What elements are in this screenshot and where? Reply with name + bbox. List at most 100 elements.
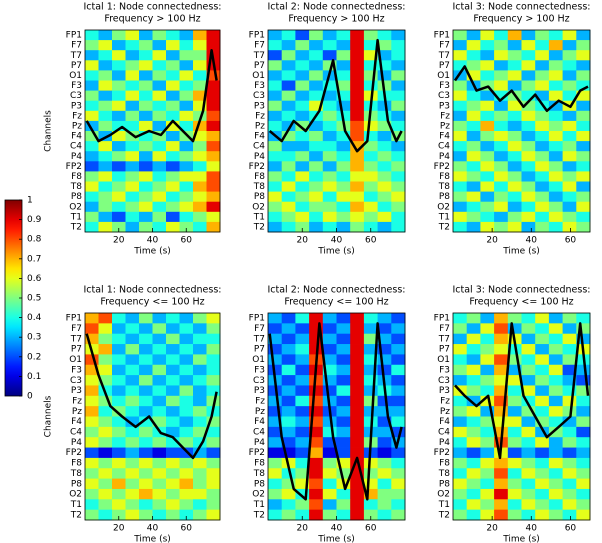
y-tick-label: F3	[439, 81, 450, 91]
heat-cell	[268, 120, 283, 132]
heat-cell	[521, 70, 536, 81]
heat-cell	[295, 344, 310, 355]
heat-cell	[309, 426, 324, 438]
heat-cell	[336, 385, 351, 397]
heat-cell	[548, 181, 563, 192]
heat-cell	[166, 70, 180, 81]
y-tick-label: P3	[254, 386, 265, 396]
heat-cell	[152, 100, 167, 112]
heat-cell	[139, 80, 153, 91]
heat-cell	[281, 447, 296, 459]
heat-cell	[309, 323, 324, 335]
heat-cell	[350, 201, 365, 213]
overlay-line	[453, 65, 589, 113]
heat-cell	[295, 354, 310, 366]
heat-cell	[548, 313, 563, 324]
heat-cell	[193, 40, 207, 51]
heat-cell	[295, 426, 310, 438]
heat-cell	[98, 100, 113, 112]
heat-cell	[206, 141, 221, 152]
heat-cell	[98, 468, 113, 479]
heat-cell	[125, 406, 140, 417]
heat-cell	[350, 40, 365, 51]
heat-cell	[480, 40, 495, 51]
y-tick-label: P7	[254, 345, 265, 355]
heat-cell	[350, 406, 365, 417]
heat-cell	[363, 354, 378, 366]
heat-cell	[466, 354, 481, 366]
heat-cell	[350, 509, 365, 521]
heat-cell	[125, 120, 140, 132]
heat-cell	[295, 131, 310, 142]
heat-cell	[507, 60, 522, 71]
heat-cell	[206, 70, 221, 81]
heat-cell	[562, 375, 577, 386]
heat-cell	[350, 141, 365, 152]
heat-cell	[98, 395, 113, 407]
heat-cell	[336, 90, 351, 102]
heat-cell	[377, 100, 392, 112]
heat-cell	[562, 488, 577, 500]
heat-cell	[193, 120, 207, 132]
heat-cell	[85, 151, 99, 162]
heat-cell	[281, 488, 296, 500]
heat-cell	[268, 181, 283, 192]
heat-cell	[535, 313, 550, 324]
heat-cell	[193, 468, 207, 479]
heat-cell	[391, 191, 406, 203]
heat-cell	[98, 333, 113, 345]
heat-cell	[152, 211, 167, 223]
heat-cell	[206, 509, 221, 521]
heat-cell	[85, 40, 99, 51]
heat-cell	[453, 100, 468, 112]
heat-cell	[85, 70, 99, 81]
heat-cell	[179, 457, 194, 469]
heat-cell	[295, 60, 310, 71]
y-tick-label: F4	[254, 417, 265, 427]
y-tick-label: O1	[69, 355, 82, 365]
heat-cell	[193, 211, 207, 223]
heat-cell	[363, 191, 378, 203]
heat-cell	[377, 201, 392, 213]
heat-cell	[453, 478, 468, 490]
y-tick-label: P7	[254, 61, 265, 71]
heat-cell	[521, 437, 536, 448]
heat-cell	[206, 416, 221, 428]
heat-cell	[535, 344, 550, 355]
heat-cell	[166, 478, 180, 490]
heat-cell	[480, 333, 495, 345]
y-tick-label: T7	[438, 334, 450, 344]
heat-cell	[281, 354, 296, 366]
heat-cell	[453, 457, 468, 469]
heat-cell	[193, 375, 207, 386]
heat-cell	[281, 211, 296, 223]
heat-cell	[548, 50, 563, 61]
heat-cell	[363, 161, 378, 172]
heat-cell	[139, 488, 153, 500]
y-tick-label: Fz	[72, 396, 82, 406]
heat-cell	[377, 221, 392, 233]
heat-cell	[521, 457, 536, 469]
x-tick-label: 40	[331, 524, 343, 534]
heat-cell	[480, 120, 495, 132]
heat-cell	[322, 50, 337, 61]
heat-cell	[480, 478, 495, 490]
y-tick-label: FP2	[249, 162, 265, 172]
heat-cell	[322, 385, 337, 397]
heat-cell	[281, 509, 296, 521]
heat-cell	[281, 426, 296, 438]
heat-cell	[193, 30, 207, 41]
heat-cell	[363, 50, 378, 61]
heat-cell	[548, 364, 563, 376]
heat-cell	[494, 323, 509, 335]
heat-cell	[85, 437, 99, 448]
heat-cell	[350, 488, 365, 500]
heat-cell	[268, 478, 283, 490]
heat-cell	[206, 131, 221, 142]
heat-cell	[363, 30, 378, 41]
heat-cell	[322, 131, 337, 142]
heat-cell	[466, 171, 481, 182]
heat-cell	[166, 437, 180, 448]
heat-cell	[535, 416, 550, 428]
heat-cell	[309, 221, 324, 233]
